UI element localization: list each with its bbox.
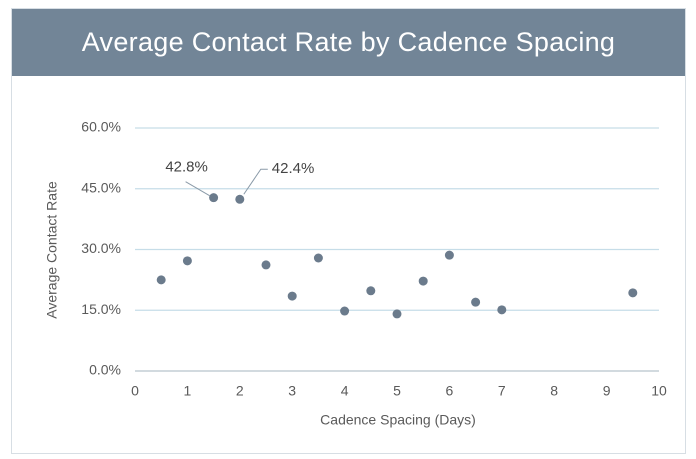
x-axis-label: Cadence Spacing (Days) (320, 412, 476, 428)
y-tick-label: 0.0% (89, 362, 121, 378)
x-tick-label: 9 (603, 383, 611, 399)
x-tick-label: 4 (341, 383, 349, 399)
x-tick-label: 6 (446, 383, 454, 399)
point (287, 291, 297, 301)
x-tick-label: 1 (184, 383, 192, 399)
y-tick-label: 15.0% (81, 301, 121, 317)
chart-title: Average Contact Rate by Cadence Spacing (12, 9, 685, 76)
x-tick-label: 2 (236, 383, 244, 399)
x-tick-label: 8 (550, 383, 558, 399)
point (313, 253, 323, 263)
y-tick-label: 30.0% (81, 240, 121, 256)
x-tick-label: 7 (498, 383, 506, 399)
y-axis-label: Average Contact Rate (44, 181, 60, 319)
x-tick-label: 5 (393, 383, 401, 399)
point (418, 276, 428, 286)
y-tick-label: 45.0% (81, 179, 121, 195)
x-tick-label: 3 (288, 383, 296, 399)
point (366, 286, 376, 296)
x-tick-label: 10 (651, 383, 667, 399)
y-tick-label: 60.0% (81, 119, 121, 135)
point (471, 297, 481, 307)
point (340, 306, 350, 316)
x-tick-label: 0 (131, 383, 139, 399)
point (628, 288, 638, 298)
point (497, 305, 507, 315)
point (235, 194, 245, 204)
point (444, 250, 454, 260)
point (209, 193, 219, 203)
data-label: 42.4% (272, 160, 315, 177)
point (156, 275, 166, 285)
point (182, 256, 192, 266)
leader-line (185, 181, 210, 197)
card: Average Contact Rate by Cadence Spacing (11, 8, 686, 454)
point (392, 309, 402, 319)
leader-line (243, 168, 268, 195)
point (261, 260, 271, 270)
data-label: 42.8% (165, 159, 208, 176)
